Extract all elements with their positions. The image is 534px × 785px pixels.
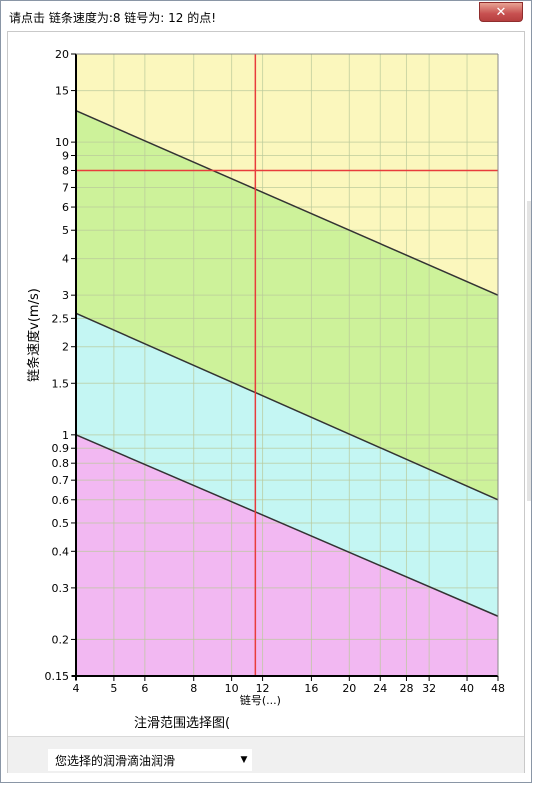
chart-caption: 注滑范围选择图(	[134, 716, 231, 731]
chart-axes	[71, 53, 499, 681]
y-tick-label-4: 0.5	[52, 517, 70, 530]
y-tick-label-14: 4	[62, 253, 69, 266]
y-tick-label-2: 0.3	[52, 582, 70, 595]
window-title: 请点击 链条速度为:8 链号为: 12 的点!	[9, 11, 217, 25]
x-tick-label-6: 16	[304, 682, 318, 695]
y-tick-label-20: 10	[55, 136, 69, 149]
y-tick-label-21: 15	[55, 85, 69, 98]
y-tick-label-19: 9	[62, 150, 69, 163]
y-tick-label-22: 20	[55, 48, 69, 61]
y-tick-label-11: 2	[62, 341, 69, 354]
close-button[interactable]: ✕	[479, 2, 523, 22]
x-tick-label-1: 5	[110, 682, 117, 695]
x-tick-label-11: 40	[460, 682, 474, 695]
y-tick-label-10: 1.5	[52, 377, 70, 390]
boundary-line-2	[75, 110, 499, 296]
y-tick-label-8: 0.9	[52, 442, 70, 455]
lubrication-select[interactable]: 您选择的润滑滴油润滑 ▼	[48, 749, 252, 771]
y-tick-label-0: 0.15	[45, 670, 70, 683]
x-tick-label-10: 32	[422, 682, 436, 695]
x-tick-labels: 4 5 6 8 10 12 16 20 24 28 32 40 48	[73, 682, 506, 695]
close-icon: ✕	[495, 4, 507, 20]
x-tick-label-7: 20	[342, 682, 356, 695]
y-axis-label: 链条速度v(m/s)	[26, 288, 42, 382]
y-tick-label-6: 0.7	[52, 474, 70, 487]
region-boundaries	[75, 110, 499, 617]
lubrication-select-value: 您选择的润滑滴油润滑	[55, 753, 176, 768]
x-tick-label-4: 10	[225, 682, 239, 695]
y-tick-label-3: 0.4	[52, 545, 70, 558]
x-tick-label-2: 6	[141, 682, 148, 695]
selection-markers	[76, 54, 498, 676]
content-panel: 4 5 6 8 10 12 16 20 24 28 32 40 48 0.15 0.2 0.3 0.4 0.5 0…	[7, 31, 525, 773]
y-tick-label-16: 6	[62, 201, 69, 214]
boundary-line-0	[75, 434, 499, 617]
x-tick-label-9: 28	[399, 682, 413, 695]
x-tick-label-12: 48	[491, 682, 505, 695]
x-axis-label: 链号(...)	[240, 693, 281, 707]
y-tick-label-18: 8	[62, 164, 69, 177]
y-tick-label-7: 0.8	[52, 457, 70, 470]
y-tick-label-13: 3	[62, 289, 69, 302]
y-tick-label-17: 7	[62, 181, 69, 194]
boundary-line-1	[75, 312, 499, 501]
x-tick-label-0: 4	[73, 682, 80, 695]
x-tick-label-5: 12	[256, 682, 270, 695]
chevron-down-icon[interactable]: ▼	[240, 755, 248, 765]
region-bottom	[76, 434, 498, 676]
y-tick-label-9: 1	[62, 429, 69, 442]
lubrication-chart[interactable]: 4 5 6 8 10 12 16 20 24 28 32 40 48 0.150.20.30.40.50…	[8, 32, 524, 732]
y-tick-label-1: 0.2	[52, 633, 70, 646]
y-tick-label-15: 5	[62, 224, 69, 237]
window-edge	[527, 201, 531, 501]
y-tick-label-5: 0.6	[52, 494, 70, 507]
x-tick-label-8: 24	[373, 682, 387, 695]
selection-panel: 您选择的润滑滴油润滑 ▼	[8, 736, 524, 773]
y-tick-label-12: 2.5	[52, 312, 70, 325]
lubrication-regions	[76, 54, 498, 677]
title-bar: 请点击 链条速度为:8 链号为: 12 的点! ✕	[1, 1, 531, 31]
y-tick-labels: 0.15 0.2 0.3 0.4 0.5 0.6 0.7 0.8 0.91 1.5 2 2.5 3 4 5 6…	[45, 48, 70, 683]
x-tick-label-3: 8	[190, 682, 197, 695]
